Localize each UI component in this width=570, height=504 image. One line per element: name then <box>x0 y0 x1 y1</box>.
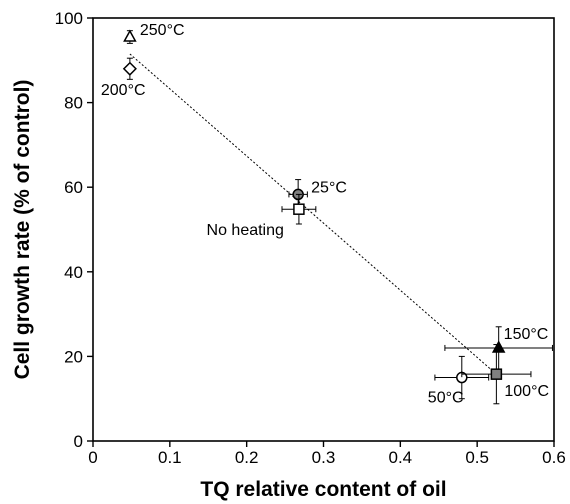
data-point-diamond <box>122 57 137 80</box>
x-tick-label: 0.1 <box>158 448 182 467</box>
point-label: 25°C <box>311 179 347 196</box>
point-label: 150°C <box>504 326 549 343</box>
data-point-circle <box>434 355 490 400</box>
diamond-marker <box>122 61 137 76</box>
x-tick-label: 0.6 <box>542 448 566 467</box>
point-label: 200°C <box>101 82 146 99</box>
x-tick-label: 0.2 <box>235 448 259 467</box>
triangle-marker <box>123 29 137 42</box>
y-tick-label: 60 <box>64 178 83 197</box>
point-label: No heating <box>207 222 284 239</box>
data-point-square <box>281 193 317 225</box>
trendline <box>129 53 497 375</box>
point-label: 100°C <box>504 383 549 400</box>
y-tick-label: 100 <box>55 9 83 28</box>
trendline-group <box>129 53 497 375</box>
data-points <box>122 29 553 405</box>
x-tick-label: 0.3 <box>312 448 336 467</box>
x-tick-label: 0 <box>88 448 97 467</box>
axis-ticks: 0 0.1 0.2 0.3 0.4 0.5 0.6 0 20 40 60 80 100 <box>55 9 566 467</box>
y-tick-label: 40 <box>64 263 83 282</box>
point-label: 250°C <box>140 22 185 39</box>
x-tick-label: 0.4 <box>389 448 413 467</box>
x-axis-title: TQ relative content of oil <box>200 478 446 501</box>
triangle-marker <box>491 340 506 353</box>
y-axis-title: Cell growth rate (% of control) <box>11 80 34 380</box>
point-label: 50°C <box>428 390 464 407</box>
data-point-triangle <box>123 29 137 44</box>
point-labels: 250°C 200°C 25°C No heating 150°C 50°C 100°C <box>101 22 549 407</box>
y-tick-label: 80 <box>64 94 83 113</box>
y-tick-label: 20 <box>64 347 83 366</box>
data-point-square <box>461 344 532 405</box>
square-marker <box>490 368 503 380</box>
y-tick-label: 0 <box>74 432 83 451</box>
square-marker <box>293 203 305 215</box>
x-tick-label: 0.5 <box>465 448 489 467</box>
